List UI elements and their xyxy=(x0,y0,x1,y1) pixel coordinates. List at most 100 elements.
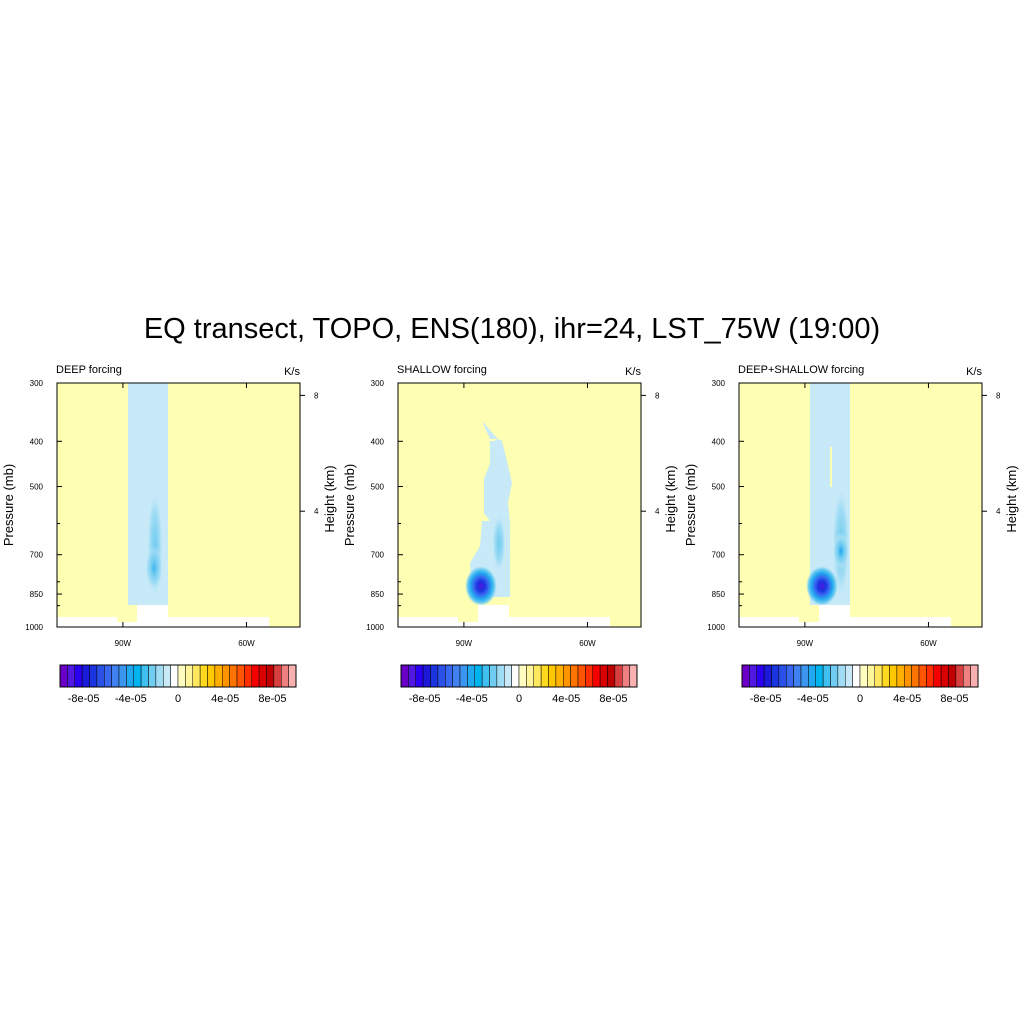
y-tick-label: 1000 xyxy=(366,623,384,632)
y-tick-label: 300 xyxy=(712,379,726,388)
colorbar-swatch xyxy=(941,665,948,687)
colorbar-swatch xyxy=(237,665,244,687)
colorbar-swatch xyxy=(823,665,830,687)
panel-title: SHALLOW forcing xyxy=(397,364,487,376)
colorbar-swatch xyxy=(593,665,600,687)
y2-axis-label: Height (km) xyxy=(322,465,337,532)
colorbar-swatch xyxy=(541,665,548,687)
panel-deep-shallow xyxy=(739,383,982,627)
colorbar-swatch xyxy=(431,665,438,687)
colorbar-swatch xyxy=(230,665,237,687)
colorbar-label: -8e-05 xyxy=(409,693,441,705)
colorbar-swatch xyxy=(401,665,408,687)
colorbar-swatch xyxy=(438,665,445,687)
colorbar-swatch xyxy=(281,665,288,687)
colorbar-swatch xyxy=(934,665,941,687)
y-tick-label: 700 xyxy=(30,551,44,560)
colorbar-swatch xyxy=(949,665,956,687)
x-tick-label: 60W xyxy=(238,639,255,648)
colorbar-swatch xyxy=(534,665,541,687)
x-tick-label: 90W xyxy=(115,639,132,648)
colorbar-label: -4e-05 xyxy=(797,693,829,705)
colorbar-swatch xyxy=(171,665,178,687)
colorbar-swatch xyxy=(178,665,185,687)
panel-units: K/s xyxy=(625,366,641,378)
y-tick-label: 500 xyxy=(712,483,726,492)
colorbar-swatch xyxy=(112,665,119,687)
colorbar-swatch xyxy=(445,665,452,687)
y2-axis-label: Height (km) xyxy=(1004,465,1019,532)
colorbar-swatch xyxy=(512,665,519,687)
colorbar-swatch xyxy=(912,665,919,687)
colorbar-label: -8e-05 xyxy=(750,693,782,705)
colorbar-swatch xyxy=(208,665,215,687)
y-tick-label: 850 xyxy=(371,590,385,599)
colorbar-swatch xyxy=(141,665,148,687)
negative-core xyxy=(492,513,506,573)
colorbar-swatch xyxy=(926,665,933,687)
colorbar-swatch xyxy=(860,665,867,687)
colorbar-swatch xyxy=(259,665,266,687)
colorbar-swatch xyxy=(104,665,111,687)
negative-core xyxy=(806,566,838,606)
colorbar-swatch xyxy=(185,665,192,687)
colorbar-swatch xyxy=(786,665,793,687)
x-tick-label: 90W xyxy=(456,639,473,648)
y-tick-label: 300 xyxy=(30,379,44,388)
colorbar-swatch xyxy=(772,665,779,687)
colorbar-swatch xyxy=(867,665,874,687)
colorbar-swatch xyxy=(549,665,556,687)
colorbar-swatch xyxy=(156,665,163,687)
colorbar-label: 8e-05 xyxy=(599,693,627,705)
gap-line xyxy=(830,447,832,487)
colorbar-swatch xyxy=(67,665,74,687)
colorbar-swatch xyxy=(875,665,882,687)
colorbar-swatch xyxy=(119,665,126,687)
colorbar-swatch xyxy=(808,665,815,687)
y-axis-label: Pressure (mb) xyxy=(342,464,357,546)
colorbar-swatch xyxy=(600,665,607,687)
colorbar-swatch xyxy=(475,665,482,687)
y2-tick-label: 8 xyxy=(314,391,319,400)
colorbar-swatch xyxy=(838,665,845,687)
colorbar-label: 4e-05 xyxy=(893,693,921,705)
colorbar-swatch xyxy=(816,665,823,687)
x-tick-label: 90W xyxy=(797,639,814,648)
colorbar-swatch xyxy=(274,665,281,687)
negative-core xyxy=(465,566,497,606)
panel-units: K/s xyxy=(966,366,982,378)
colorbar-swatch xyxy=(75,665,82,687)
y-tick-label: 500 xyxy=(371,483,385,492)
colorbar-label: 8e-05 xyxy=(258,693,286,705)
plot-background xyxy=(398,383,641,627)
colorbar-swatch xyxy=(97,665,104,687)
colorbar-swatch xyxy=(460,665,467,687)
y2-axis-label: Height (km) xyxy=(663,465,678,532)
colorbar-swatch xyxy=(519,665,526,687)
colorbar-label: -4e-05 xyxy=(456,693,488,705)
colorbar-swatch xyxy=(149,665,156,687)
colorbar-swatch xyxy=(490,665,497,687)
colorbar-label: 0 xyxy=(516,693,522,705)
colorbar-swatch xyxy=(742,665,749,687)
colorbar-label: 4e-05 xyxy=(211,693,239,705)
colorbar-swatch xyxy=(919,665,926,687)
colorbar-swatch xyxy=(956,665,963,687)
colorbar-swatch xyxy=(60,665,67,687)
colorbar-swatch xyxy=(585,665,592,687)
plot-background xyxy=(739,383,982,627)
colorbar-swatch xyxy=(622,665,629,687)
colorbar-label: 8e-05 xyxy=(940,693,968,705)
colorbar-label: 0 xyxy=(857,693,863,705)
y-axis-label: Pressure (mb) xyxy=(1,464,16,546)
colorbar-swatch xyxy=(416,665,423,687)
y-tick-label: 850 xyxy=(30,590,44,599)
y2-tick-label: 4 xyxy=(996,507,1001,516)
colorbar-swatch xyxy=(526,665,533,687)
y-axis-label: Pressure (mb) xyxy=(683,464,698,546)
colorbar-swatch xyxy=(853,665,860,687)
panel-title: DEEP forcing xyxy=(56,364,122,376)
panel-shallow xyxy=(398,383,641,627)
colorbar-swatch xyxy=(497,665,504,687)
